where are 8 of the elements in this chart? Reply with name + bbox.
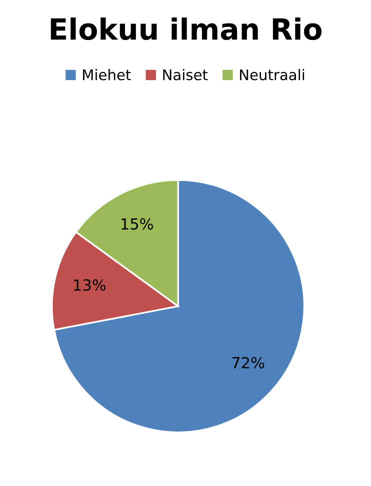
legend-label: Naiset [163, 69, 208, 80]
chart-title: Elokuu ilman Rio [50, 17, 322, 40]
legend-label: Neutraali [240, 69, 304, 80]
legend-label: Miehet [83, 69, 131, 80]
pie-slice [53, 179, 306, 434]
data-label: 15% [122, 218, 153, 230]
data-label: 13% [74, 279, 106, 291]
data-label: 72% [232, 356, 264, 369]
